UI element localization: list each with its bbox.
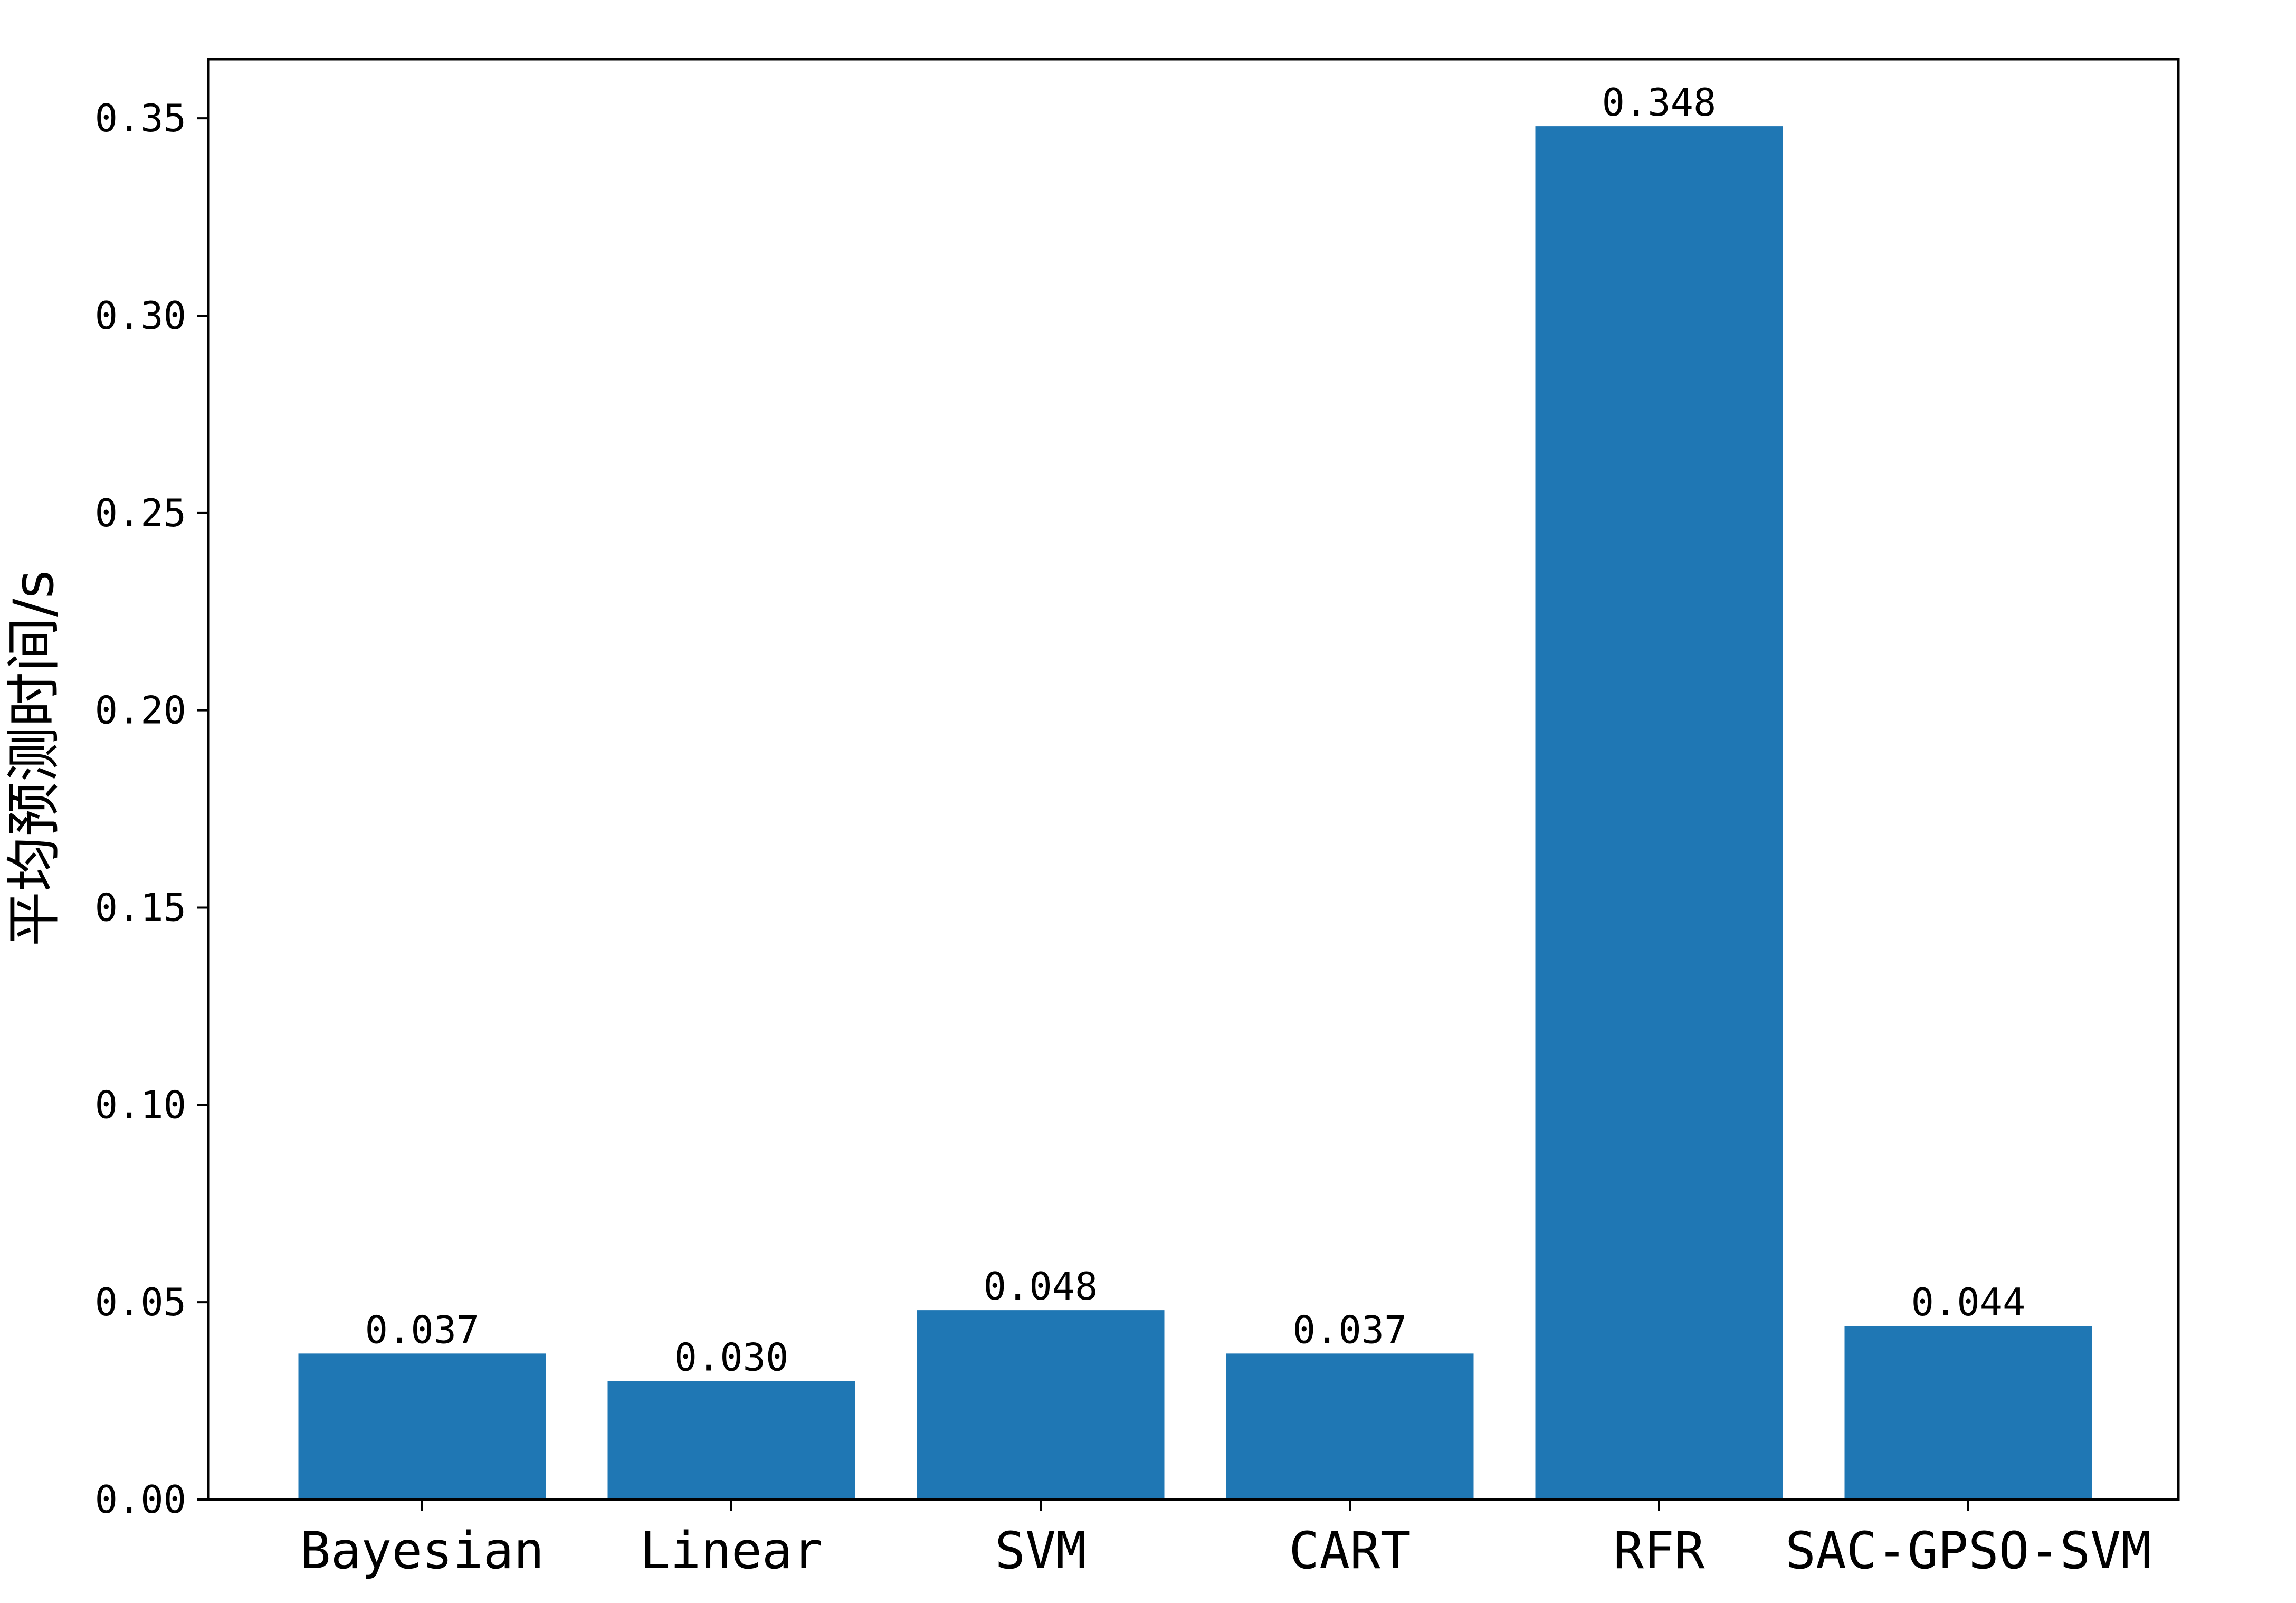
data-label: 0.037 bbox=[365, 1307, 480, 1352]
data-label: 0.348 bbox=[1602, 80, 1717, 125]
y-axis-title: 平均预测时间/s bbox=[2, 570, 66, 946]
y-tick-label: 0.20 bbox=[95, 688, 186, 733]
y-tick-label: 0.10 bbox=[95, 1083, 186, 1127]
data-label: 0.044 bbox=[1911, 1280, 2026, 1324]
y-axis: 0.00 0.05 0.10 0.15 0.20 0.25 0.30 0.35 bbox=[95, 96, 208, 1522]
y-tick-label: 0.00 bbox=[95, 1477, 186, 1522]
data-label: 0.037 bbox=[1293, 1307, 1407, 1352]
data-label: 0.048 bbox=[984, 1264, 1098, 1308]
y-tick-label: 0.30 bbox=[95, 293, 186, 338]
data-labels-group: 0.037 0.030 0.048 0.037 0.348 0.044 bbox=[365, 80, 2026, 1380]
y-tick-label: 0.35 bbox=[95, 96, 186, 140]
x-tick-label: SVM bbox=[995, 1521, 1086, 1580]
data-label: 0.030 bbox=[674, 1335, 789, 1380]
x-axis: Bayesian Linear SVM CART RFR SAC-GPSO-SVM bbox=[300, 1500, 2151, 1580]
bar-sac-gpso-svm bbox=[1844, 1326, 2092, 1500]
plot-frame bbox=[207, 58, 2180, 1501]
y-tick-label: 0.15 bbox=[95, 885, 186, 929]
bar-cart bbox=[1226, 1353, 1474, 1500]
x-tick-label: SAC-GPSO-SVM bbox=[1785, 1521, 2151, 1580]
bar-rfr bbox=[1535, 126, 1783, 1500]
bars-group bbox=[298, 126, 2092, 1500]
bar-svm bbox=[917, 1310, 1165, 1500]
y-tick-label: 0.25 bbox=[95, 491, 186, 535]
x-tick-label: CART bbox=[1289, 1521, 1411, 1580]
y-tick-label: 0.05 bbox=[95, 1280, 186, 1324]
bar-linear bbox=[607, 1381, 855, 1500]
x-tick-label: RFR bbox=[1613, 1521, 1705, 1580]
x-tick-label: Linear bbox=[640, 1521, 823, 1580]
x-tick-label: Bayesian bbox=[300, 1521, 544, 1580]
bar-bayesian bbox=[298, 1353, 546, 1500]
